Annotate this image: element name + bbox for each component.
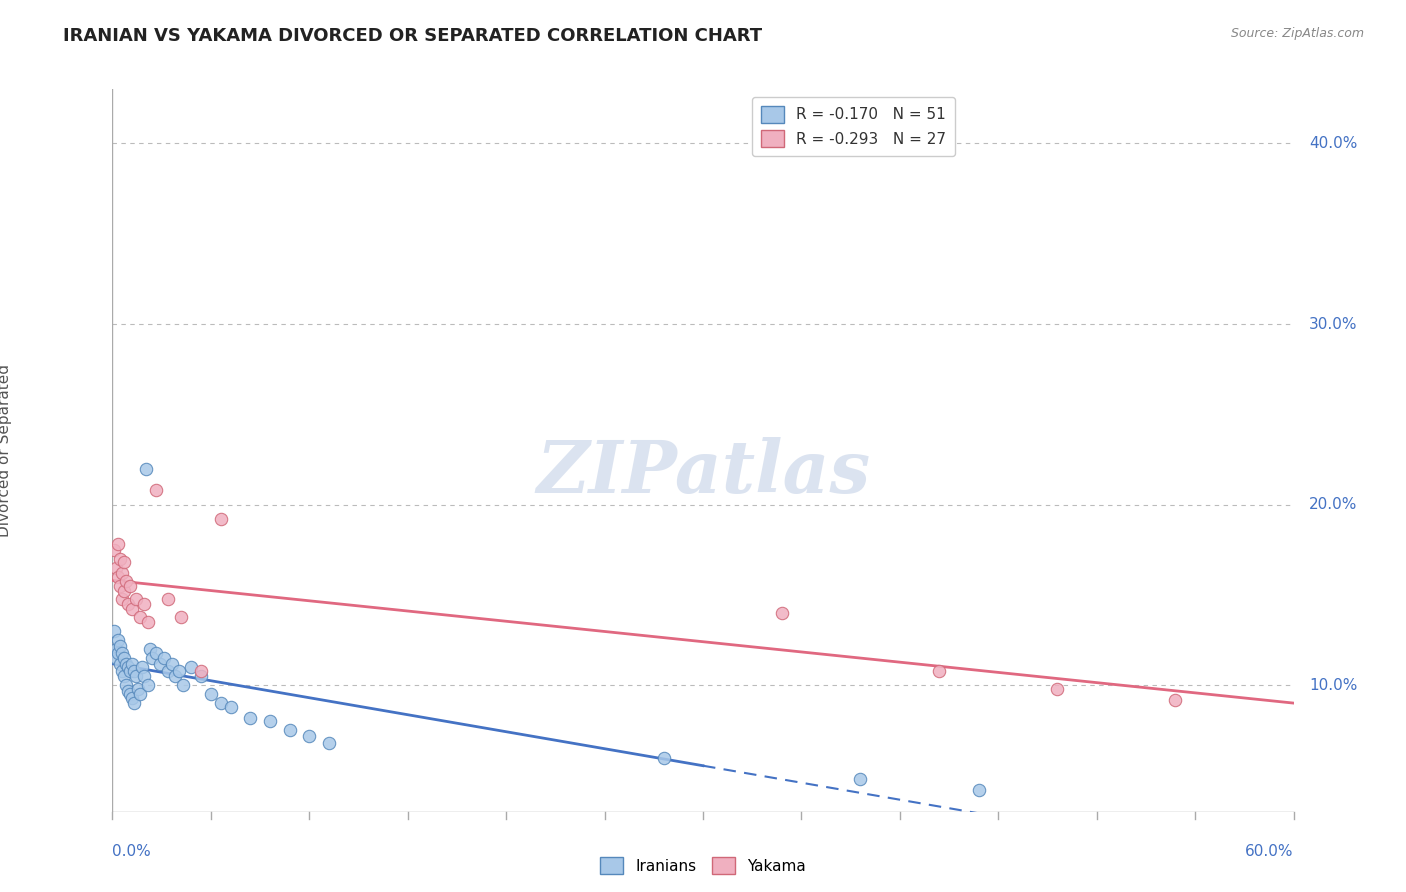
- Point: [172, 678, 194, 692]
- Point: [132, 669, 155, 683]
- Text: 20.0%: 20.0%: [1309, 497, 1358, 512]
- Point: [169, 664, 191, 678]
- Legend: R = -0.170   N = 51, R = -0.293   N = 27: R = -0.170 N = 51, R = -0.293 N = 27: [752, 97, 955, 156]
- Text: IRANIAN VS YAKAMA DIVORCED OR SEPARATED CORRELATION CHART: IRANIAN VS YAKAMA DIVORCED OR SEPARATED …: [63, 27, 762, 45]
- Point: [165, 669, 187, 683]
- Point: [105, 642, 128, 657]
- Text: 0.0%: 0.0%: [112, 844, 152, 859]
- Point: [122, 664, 145, 678]
- Point: [121, 602, 143, 616]
- Point: [111, 566, 134, 581]
- Point: [209, 512, 232, 526]
- Point: [120, 687, 142, 701]
- Point: [103, 624, 125, 639]
- Point: [135, 461, 157, 475]
- Point: [117, 660, 139, 674]
- Point: [122, 697, 145, 711]
- Point: [219, 700, 242, 714]
- Point: [278, 723, 301, 738]
- Point: [298, 729, 321, 743]
- Point: [209, 697, 232, 711]
- Point: [127, 681, 149, 696]
- Point: [849, 772, 872, 787]
- Point: [110, 639, 132, 653]
- Point: [125, 591, 148, 606]
- Point: [129, 609, 152, 624]
- Point: [1164, 692, 1187, 706]
- Point: [156, 664, 179, 678]
- Point: [145, 646, 167, 660]
- Point: [115, 678, 138, 692]
- Point: [111, 646, 134, 660]
- Text: Source: ZipAtlas.com: Source: ZipAtlas.com: [1230, 27, 1364, 40]
- Point: [136, 615, 159, 629]
- Point: [259, 714, 281, 729]
- Point: [111, 591, 134, 606]
- Point: [145, 483, 167, 498]
- Text: 40.0%: 40.0%: [1309, 136, 1358, 151]
- Point: [110, 657, 132, 671]
- Point: [967, 783, 990, 797]
- Text: 10.0%: 10.0%: [1309, 678, 1358, 693]
- Point: [318, 736, 340, 750]
- Point: [152, 651, 174, 665]
- Point: [107, 537, 129, 551]
- Point: [112, 584, 135, 599]
- Text: 60.0%: 60.0%: [1246, 844, 1294, 859]
- Point: [190, 664, 212, 678]
- Point: [112, 556, 135, 570]
- Point: [190, 669, 212, 683]
- Point: [107, 633, 129, 648]
- Point: [112, 669, 135, 683]
- Point: [105, 561, 128, 575]
- Point: [156, 591, 179, 606]
- Point: [131, 660, 153, 674]
- Text: Divorced or Separated: Divorced or Separated: [0, 364, 11, 537]
- Point: [770, 606, 793, 620]
- Point: [112, 651, 135, 665]
- Point: [132, 597, 155, 611]
- Legend: Iranians, Yakama: Iranians, Yakama: [595, 851, 811, 880]
- Point: [107, 646, 129, 660]
- Text: ZIPatlas: ZIPatlas: [536, 437, 870, 508]
- Point: [139, 642, 162, 657]
- Point: [1046, 681, 1069, 696]
- Point: [110, 579, 132, 593]
- Point: [121, 657, 143, 671]
- Point: [160, 657, 183, 671]
- Point: [180, 660, 202, 674]
- Point: [115, 574, 138, 588]
- Point: [136, 678, 159, 692]
- Point: [125, 669, 148, 683]
- Point: [107, 570, 129, 584]
- Point: [141, 651, 163, 665]
- Point: [117, 683, 139, 698]
- Point: [170, 609, 193, 624]
- Point: [928, 664, 950, 678]
- Point: [105, 651, 128, 665]
- Point: [115, 657, 138, 671]
- Point: [149, 657, 172, 671]
- Point: [239, 711, 262, 725]
- Point: [110, 551, 132, 566]
- Point: [652, 750, 675, 764]
- Point: [120, 664, 142, 678]
- Text: 30.0%: 30.0%: [1309, 317, 1358, 332]
- Point: [111, 664, 134, 678]
- Point: [121, 690, 143, 705]
- Point: [129, 687, 152, 701]
- Point: [103, 542, 125, 557]
- Point: [120, 579, 142, 593]
- Point: [117, 597, 139, 611]
- Point: [200, 687, 222, 701]
